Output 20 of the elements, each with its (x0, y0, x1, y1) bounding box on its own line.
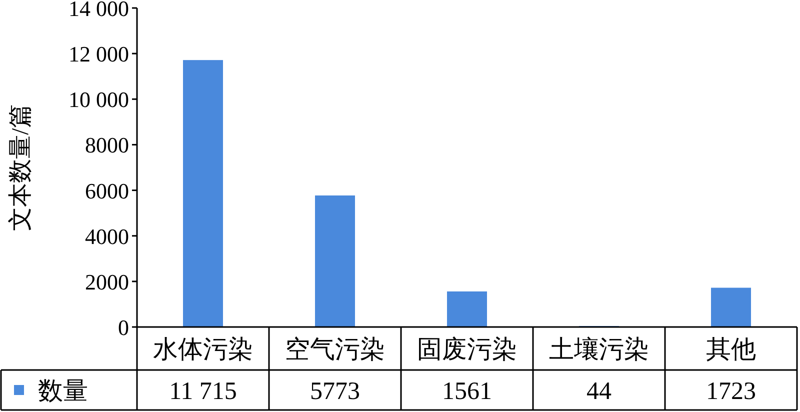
x-tick-label: 土壤污染 (549, 336, 649, 364)
data-label: 11 715 (169, 378, 237, 405)
data-label: 1561 (442, 378, 492, 405)
y-tick-label: 8000 (85, 132, 129, 158)
x-tick-label: 固废污染 (417, 336, 517, 364)
data-label: 5773 (310, 378, 360, 405)
y-tick-label: 4000 (85, 224, 129, 249)
y-tick-label: 0 (118, 315, 129, 340)
x-tick-label: 水体污染 (153, 336, 253, 364)
y-tick-label: 10 000 (68, 87, 129, 112)
x-tick-label: 其他 (706, 336, 756, 364)
data-label: 1723 (706, 378, 756, 405)
y-tick-label: 2000 (85, 269, 129, 294)
y-tick-label: 6000 (85, 178, 129, 204)
y-tick-label: 12 000 (68, 42, 129, 67)
y-axis-title: 文本数量/篇 (7, 104, 34, 231)
legend-label: 数量 (38, 378, 88, 405)
x-tick-label: 空气污染 (285, 336, 385, 364)
data-label: 44 (586, 378, 612, 405)
y-tick-label: 14 000 (68, 0, 129, 21)
